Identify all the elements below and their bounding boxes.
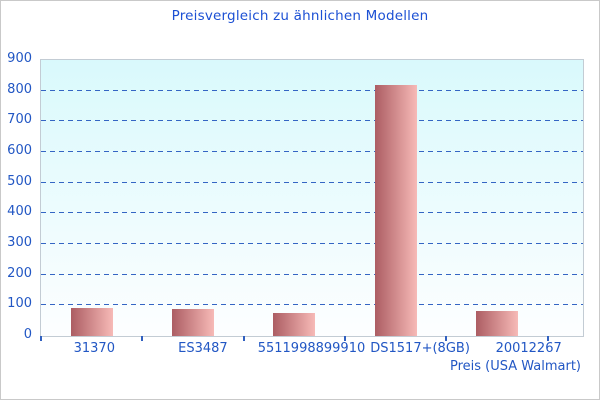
x-tick-label-5511998899910: 5511998899910 bbox=[257, 341, 366, 356]
gridline bbox=[41, 304, 583, 306]
y-tick-label-200: 200 bbox=[7, 266, 32, 281]
gridline bbox=[41, 273, 583, 275]
y-tick-label-400: 400 bbox=[7, 204, 32, 219]
x-tick-label-DS1517+(8GB): DS1517+(8GB) bbox=[370, 341, 470, 356]
y-tick-label-0: 0 bbox=[23, 327, 32, 342]
gridline bbox=[41, 181, 583, 183]
gridline bbox=[41, 243, 583, 244]
x-tick-label-31370: 31370 bbox=[73, 341, 115, 356]
bar-5511998899910 bbox=[273, 313, 315, 336]
gridline bbox=[41, 89, 583, 91]
x-tick bbox=[243, 336, 245, 341]
chart-title: Preisvergleich zu ähnlichen Modellen bbox=[171, 8, 429, 24]
y-tick-label-300: 300 bbox=[7, 235, 32, 250]
x-tick-label-20012267: 20012267 bbox=[495, 341, 562, 356]
x-tick bbox=[40, 336, 42, 341]
bar-DS1517+(8GB) bbox=[375, 85, 417, 336]
x-axis-ticks bbox=[40, 336, 583, 342]
y-tick-label-900: 900 bbox=[7, 51, 32, 66]
gridline bbox=[41, 212, 583, 214]
bar-31370 bbox=[71, 308, 113, 336]
x-tick bbox=[141, 336, 143, 341]
x-axis-title: Preis (USA Walmart) bbox=[449, 359, 581, 374]
y-tick-label-500: 500 bbox=[7, 174, 32, 189]
gridline bbox=[41, 151, 583, 152]
x-tick bbox=[547, 336, 549, 341]
x-axis-labels: 31370 ES3487 5511998899910 DS1517+(8GB) 2001… bbox=[40, 341, 583, 357]
y-tick-label-700: 700 bbox=[7, 112, 32, 127]
x-tick bbox=[445, 336, 447, 341]
plot-area bbox=[40, 59, 584, 337]
y-tick-label-100: 100 bbox=[7, 296, 32, 311]
x-tick bbox=[344, 336, 346, 341]
bar-20012267 bbox=[476, 311, 518, 336]
y-tick-label-800: 800 bbox=[7, 82, 32, 97]
gridline bbox=[41, 120, 583, 122]
x-tick-label-ES3487: ES3487 bbox=[178, 341, 228, 356]
y-tick-label-600: 600 bbox=[7, 143, 32, 158]
bar-ES3487 bbox=[172, 309, 214, 336]
